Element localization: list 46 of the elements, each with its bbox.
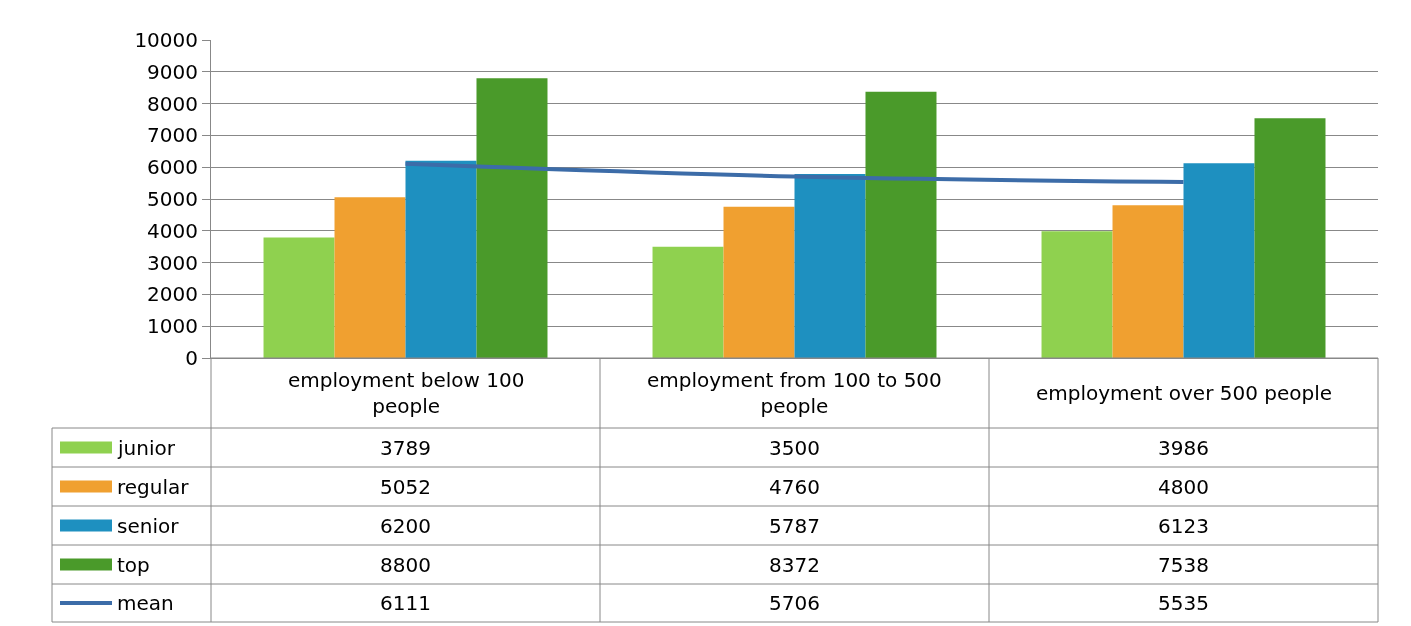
y-tick-label: 2000 (147, 282, 198, 307)
bar (652, 246, 724, 358)
data-label: 6200 (380, 514, 431, 538)
legend-label: mean (117, 591, 174, 615)
data-label: 5052 (380, 475, 431, 499)
data-label: 6123 (1158, 514, 1209, 538)
bar (1183, 163, 1255, 358)
x-tick-label: employment below 100 people (288, 368, 525, 418)
y-tick-label: 10000 (134, 28, 198, 52)
data-label: 5706 (769, 591, 820, 615)
bar (405, 160, 477, 358)
y-tick-label: 3000 (147, 250, 198, 275)
data-label: 4800 (1158, 475, 1209, 499)
y-tick-label: 9000 (147, 59, 198, 84)
legend-label: junior (117, 436, 176, 460)
bar (1112, 205, 1184, 358)
bar (865, 91, 937, 358)
y-tick-label: 1000 (147, 314, 198, 339)
data-label: 3986 (1158, 436, 1209, 460)
bar (334, 197, 406, 358)
x-tick-label: employment from 100 to 500 people (647, 368, 942, 418)
data-label: 3789 (380, 436, 431, 460)
y-tick-label: 5000 (147, 187, 198, 211)
data-label: 3500 (769, 436, 820, 460)
data-label: 5535 (1158, 591, 1209, 615)
data-label: 6111 (380, 591, 431, 615)
bar (723, 206, 795, 358)
data-label: 8372 (769, 553, 820, 577)
legend-label: senior (117, 514, 180, 538)
data-label: 8800 (380, 553, 431, 577)
y-tick-label: 6000 (147, 155, 198, 180)
legend-label: top (117, 553, 150, 577)
bar (1254, 118, 1326, 358)
data-label: 4760 (769, 475, 820, 499)
y-tick-label: 7000 (147, 123, 198, 148)
bar (1041, 231, 1113, 358)
data-label: 5787 (769, 514, 820, 538)
y-tick-label: 4000 (147, 218, 198, 243)
legend-label: regular (117, 475, 190, 499)
bar (794, 173, 866, 358)
bar (476, 78, 548, 358)
x-tick-label: employment over 500 people (1036, 381, 1333, 405)
y-tick-label: 8000 (147, 91, 198, 116)
bar (263, 237, 335, 358)
y-tick-label: 0 (185, 346, 198, 370)
data-label: 7538 (1158, 553, 1209, 577)
